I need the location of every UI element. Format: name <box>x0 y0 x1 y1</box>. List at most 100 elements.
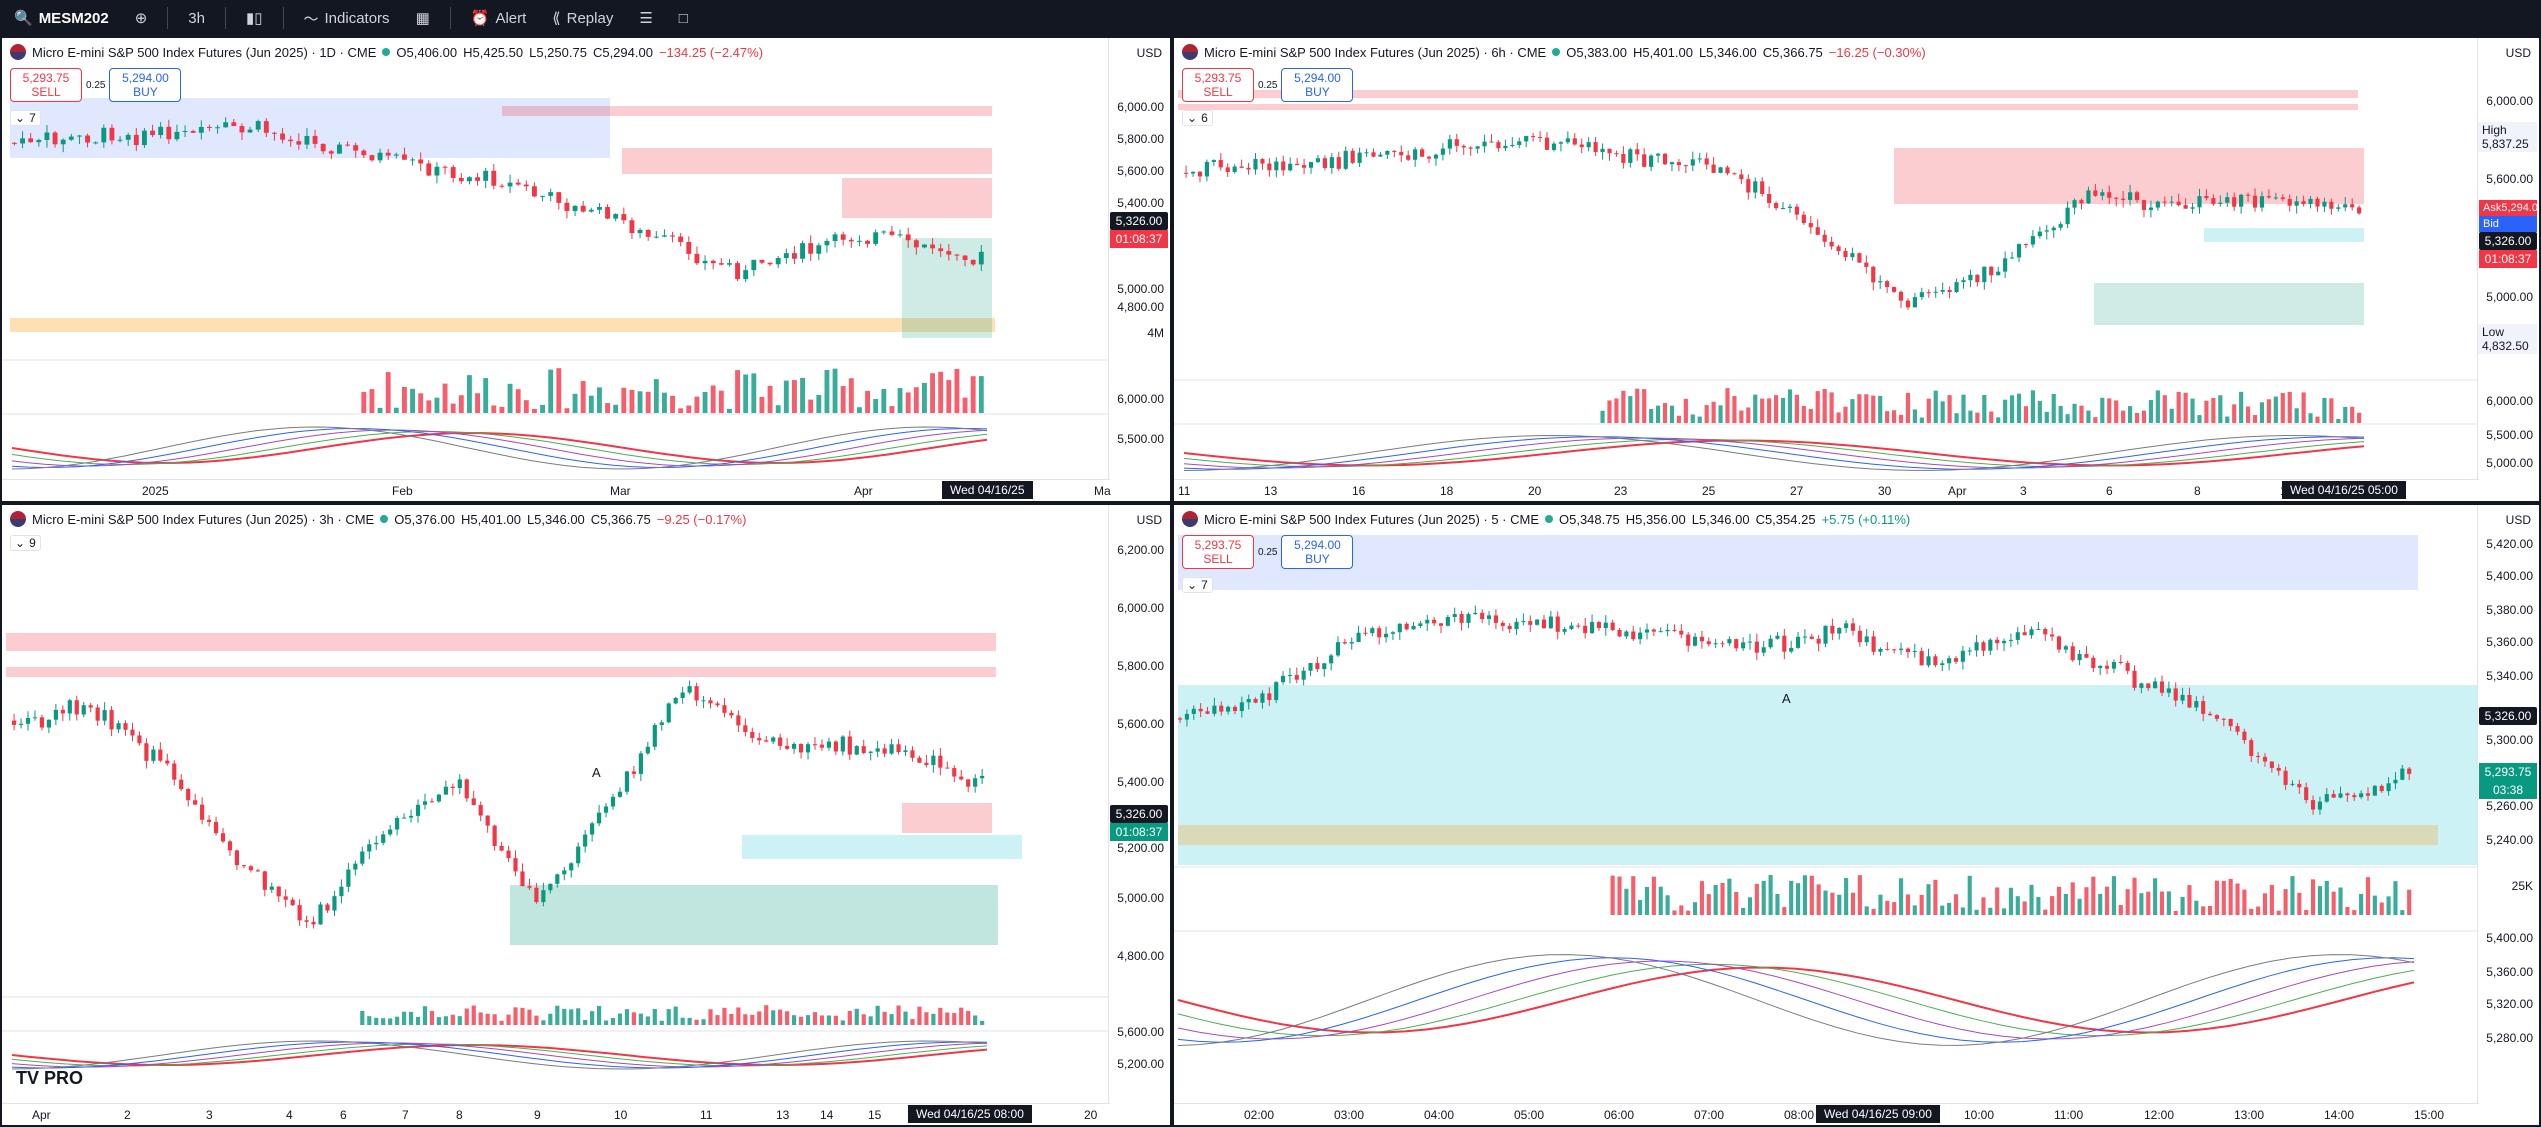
volume-bar <box>610 1017 616 1025</box>
candle-body <box>938 248 944 252</box>
currency-label[interactable]: USD <box>2505 513 2531 527</box>
sell-button[interactable]: 5,293.75 SELL <box>1182 535 1254 569</box>
indicator-line <box>11 431 988 465</box>
sell-button[interactable]: 5,293.75 SELL <box>10 68 82 102</box>
candle-body <box>2029 629 2034 636</box>
volume-bar <box>1662 403 1668 423</box>
buy-button[interactable]: 5,294.00 BUY <box>1281 68 1354 102</box>
compare-button[interactable]: ⊕ <box>129 4 154 32</box>
candle-body <box>88 705 93 708</box>
volume-bar <box>2276 910 2281 915</box>
symbol-search[interactable]: 🔍 MESM202 <box>8 4 115 32</box>
candle-body <box>812 744 818 746</box>
price-axis[interactable]: USD 6,000.00 High 5,837.25 5,600.00 Ask 5… <box>2477 38 2539 501</box>
indicator-collapse-toggle[interactable]: ⌄ 7 <box>1182 577 1213 593</box>
volume-bar <box>1878 894 1883 915</box>
candle-body <box>1461 145 1466 148</box>
currency-label[interactable]: USD <box>1136 513 1162 527</box>
time-tick: 13 <box>776 1108 790 1122</box>
replay-button[interactable]: ⟪ Replay <box>546 4 619 32</box>
time-axis[interactable]: 11 13 16 18 20 23 25 27 30 Apr 3 6 8 10 … <box>1174 479 2479 501</box>
volume-bar <box>360 1010 365 1025</box>
chart-pane-daily[interactable]: Micro E-mini S&P 500 Index Futures (Jun … <box>0 36 1172 503</box>
candle-body <box>2037 231 2042 237</box>
templates-button[interactable]: ▦ <box>410 4 436 32</box>
interval-button[interactable]: 3h <box>182 4 211 32</box>
candle-body <box>2010 257 2015 259</box>
candle-body <box>182 130 188 132</box>
price-tick: 6,000.00 <box>1117 100 1164 114</box>
candle-body <box>46 719 51 728</box>
price-axis[interactable]: USD 6,000.00 5,800.00 5,600.00 5,400.00 … <box>1108 38 1170 501</box>
volume-bar <box>2111 876 2116 915</box>
price-axis[interactable]: USD 6,200.00 6,000.00 5,800.00 5,600.00 … <box>1108 505 1170 1125</box>
candle-body <box>2400 768 2405 780</box>
volume-bar <box>1850 892 1856 915</box>
zone-box <box>6 667 996 677</box>
indicator-line <box>1183 439 2365 467</box>
chart-pane-5m[interactable]: A Micro E-mini S&P 500 Index Futures (Ju… <box>1172 503 2541 1127</box>
volume-bar <box>970 376 976 413</box>
candle-body <box>1953 658 1959 662</box>
candle-body <box>255 121 261 130</box>
candle-body <box>1232 166 1237 172</box>
candle-body <box>1397 623 1402 633</box>
volume-bar <box>2016 393 2022 423</box>
candle-body <box>1260 159 1265 164</box>
candle-body <box>1432 619 1437 624</box>
candle-body <box>1947 658 1952 664</box>
candle-body <box>1260 693 1265 703</box>
currency-label[interactable]: USD <box>2505 46 2531 60</box>
candle-body <box>1239 702 1244 712</box>
candle-body <box>973 778 978 787</box>
candle-body <box>873 232 879 244</box>
volume-bar <box>750 1014 755 1025</box>
volume-bar <box>523 400 529 413</box>
volume-bar <box>2221 880 2226 915</box>
screenshot-button[interactable]: □ <box>673 4 694 32</box>
alert-button[interactable]: ⏰ Alert <box>465 4 533 32</box>
candle-body <box>2235 726 2240 732</box>
time-axis[interactable]: 02:00 03:00 04:00 05:00 06:00 07:00 08:0… <box>1174 1103 2479 1125</box>
volume-bar <box>1878 395 1883 423</box>
candle-body <box>562 870 567 875</box>
chart-canvas[interactable]: A <box>2 505 1112 1105</box>
buy-button[interactable]: 5,294.00 BUY <box>1281 535 1354 569</box>
volume-bar <box>2259 402 2265 423</box>
candle-body <box>785 745 790 749</box>
indicators-button[interactable]: 〜 Indicators <box>298 4 396 32</box>
volume-bar <box>499 406 505 413</box>
indicator-collapse-toggle[interactable]: ⌄ 9 <box>10 535 41 551</box>
candle-body <box>1679 630 1684 635</box>
candle-body <box>792 253 797 259</box>
high-label: High 5,837.25 <box>2478 122 2537 152</box>
currency-label[interactable]: USD <box>1136 46 1162 60</box>
sell-button[interactable]: 5,293.75 SELL <box>1182 68 1254 102</box>
candle-body <box>847 736 852 755</box>
candle-body <box>970 259 976 265</box>
candle-body <box>2155 201 2160 208</box>
price-axis[interactable]: USD 5,420.00 5,400.00 5,380.00 5,360.00 … <box>2477 505 2539 1125</box>
chart-canvas[interactable] <box>1174 38 2479 483</box>
chart-canvas[interactable] <box>2 38 1112 483</box>
ruler-button[interactable]: ☰ <box>633 4 658 32</box>
indicator-collapse-toggle[interactable]: ⌄ 6 <box>1182 110 1213 126</box>
indicator-collapse-toggle[interactable]: ⌄ 7 <box>10 110 41 126</box>
chart-pane-3h[interactable]: A Micro E-mini S&P 500 Index Futures (Ju… <box>0 503 1172 1127</box>
price-tick: 5,360.00 <box>2486 965 2533 979</box>
candle-body <box>576 846 581 864</box>
time-axis[interactable]: Apr 2 3 4 6 7 8 9 10 11 13 14 15 20 Wed … <box>2 1103 1110 1125</box>
time-axis[interactable]: 2025 Feb Mar Apr Ma Wed 04/16/25 <box>2 479 1111 501</box>
chart-canvas[interactable]: A <box>1174 505 2479 1105</box>
candle-body <box>255 870 260 872</box>
buy-button[interactable]: 5,294.00 BUY <box>109 68 182 102</box>
chart-type-button[interactable]: ▮▯ <box>240 4 269 32</box>
candle-body <box>2386 783 2391 792</box>
candle-body <box>946 251 952 255</box>
candle-body <box>193 800 198 805</box>
volume-bar <box>548 369 554 413</box>
chart-pane-6h[interactable]: Micro E-mini S&P 500 Index Futures (Jun … <box>1172 36 2541 503</box>
low-value: L5,250.75 <box>529 44 587 60</box>
market-open-icon <box>380 515 389 523</box>
candle-body <box>1579 144 1584 148</box>
